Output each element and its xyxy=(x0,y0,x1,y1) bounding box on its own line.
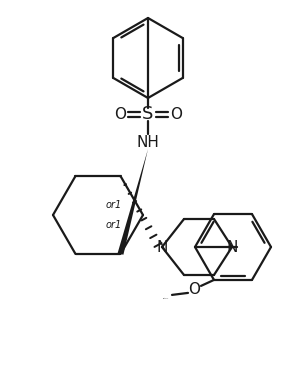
Text: O: O xyxy=(114,106,126,122)
Text: O: O xyxy=(188,282,200,297)
Text: or1: or1 xyxy=(106,200,122,210)
Text: O: O xyxy=(170,106,182,122)
Text: S: S xyxy=(142,105,154,123)
Text: NH: NH xyxy=(136,135,159,150)
Text: N: N xyxy=(156,240,168,254)
Polygon shape xyxy=(118,149,148,255)
Text: N: N xyxy=(226,240,238,254)
Text: methoxy: methoxy xyxy=(163,297,169,299)
Text: or1: or1 xyxy=(106,220,122,230)
